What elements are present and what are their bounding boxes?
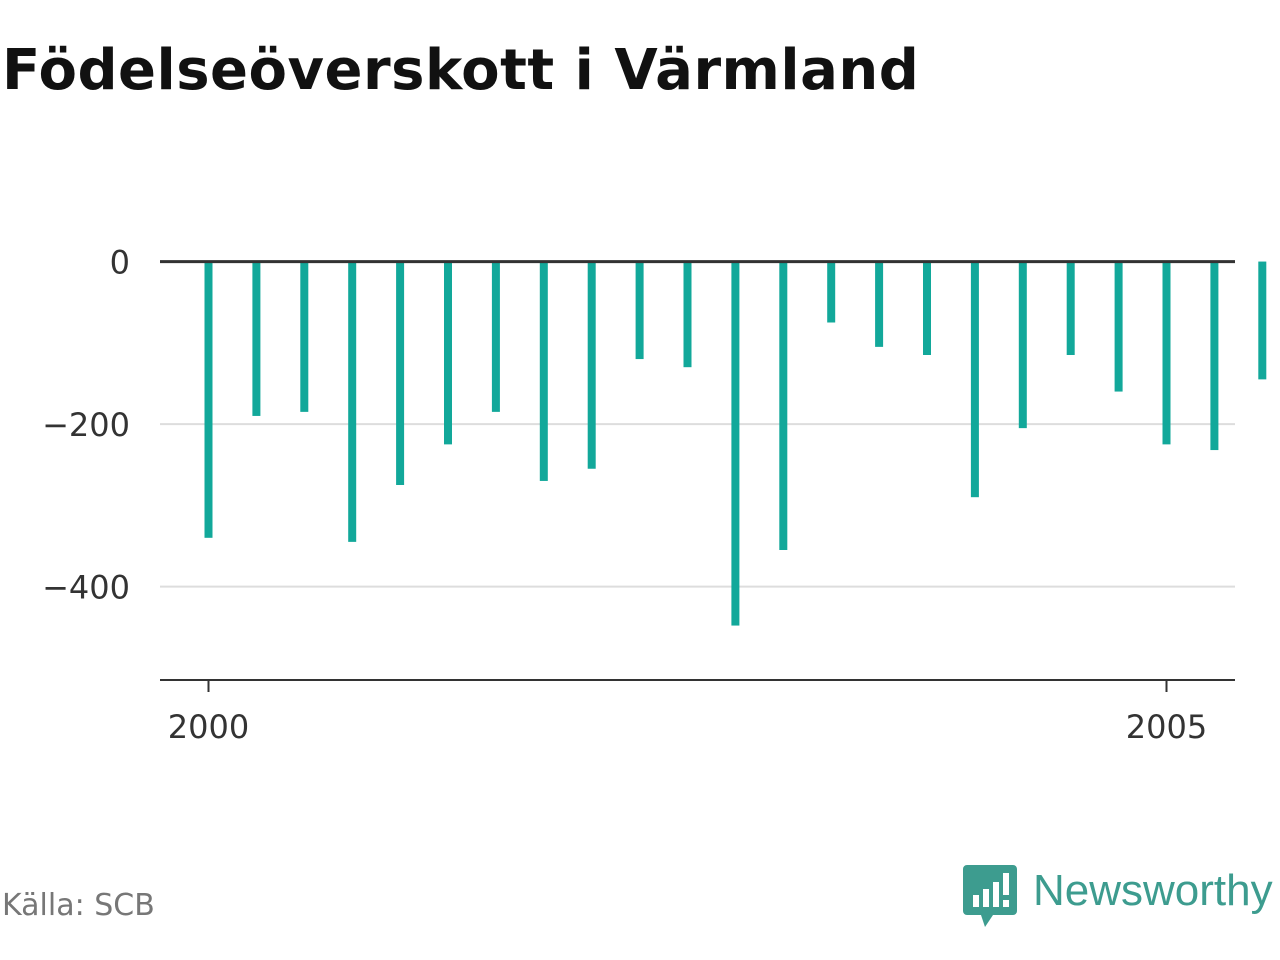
bar — [1210, 261, 1219, 451]
bar — [970, 261, 979, 498]
bar — [204, 261, 213, 538]
newsworthy-logo-icon — [963, 865, 1017, 927]
bar — [1066, 261, 1075, 355]
bar — [779, 261, 788, 550]
y-tick-label: −200 — [42, 406, 130, 444]
chart-title: Födelseöverskott i Värmland — [2, 38, 920, 103]
x-tick-label: 2005 — [1126, 708, 1207, 746]
brand-logo: Newsworthy — [963, 862, 1279, 930]
bar — [875, 261, 884, 347]
bar — [348, 261, 357, 542]
bar — [539, 261, 548, 481]
bar — [827, 261, 836, 323]
y-tick-label: −400 — [42, 569, 130, 607]
bar — [444, 261, 452, 445]
bar — [1162, 261, 1171, 445]
bar — [731, 261, 740, 626]
bar — [683, 261, 692, 368]
bar-chart: 0−200−400200020052010201520202025 — [42, 244, 1267, 746]
bar — [252, 261, 261, 416]
bar — [491, 261, 500, 412]
bar — [1114, 261, 1123, 392]
bar — [635, 261, 644, 360]
bar — [923, 261, 931, 355]
y-tick-label: 0 — [110, 244, 130, 282]
bar — [300, 261, 309, 412]
bar — [1258, 261, 1267, 380]
x-tick-label: 2000 — [168, 708, 249, 746]
brand-name: Newsworthy — [1033, 866, 1273, 915]
source-note: Källa: SCB — [2, 888, 155, 923]
bar — [587, 261, 596, 469]
bar — [1018, 261, 1027, 429]
bar — [396, 261, 405, 485]
